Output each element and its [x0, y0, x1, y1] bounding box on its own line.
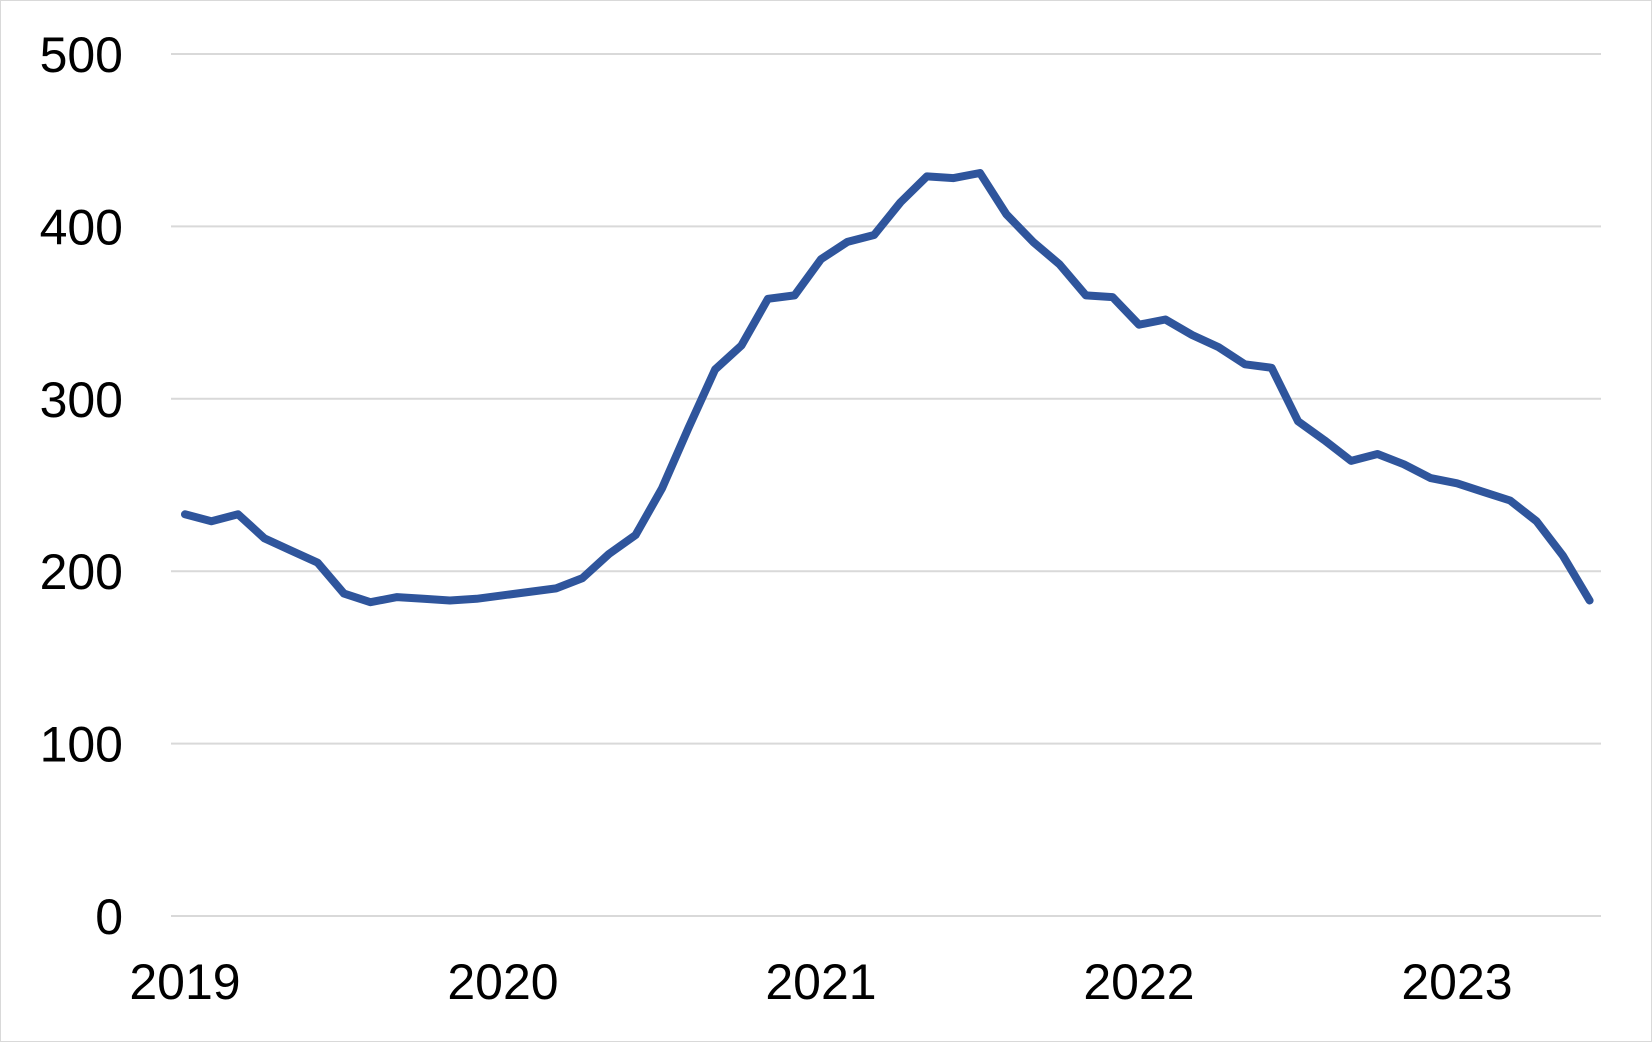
y-tick-label-100: 100 [40, 717, 123, 773]
x-axis-tick-labels: 2019 2020 2021 2022 2023 [129, 954, 1512, 1010]
x-tick-label-2023: 2023 [1401, 954, 1512, 1010]
x-tick-label-2020: 2020 [447, 954, 558, 1010]
gridlines [171, 53, 1601, 917]
y-tick-label-500: 500 [40, 27, 123, 83]
y-tick-label-300: 300 [40, 372, 123, 428]
x-tick-label-2019: 2019 [129, 954, 240, 1010]
y-tick-label-0: 0 [95, 889, 123, 945]
y-axis-tick-labels: 0 100 200 300 400 500 [40, 27, 123, 945]
x-tick-label-2021: 2021 [765, 954, 876, 1010]
series-layer [181, 169, 1594, 607]
y-tick-label-200: 200 [40, 544, 123, 600]
series-line-0 [181, 169, 1594, 607]
y-tick-label-400: 400 [40, 199, 123, 255]
x-tick-label-2022: 2022 [1083, 954, 1194, 1010]
